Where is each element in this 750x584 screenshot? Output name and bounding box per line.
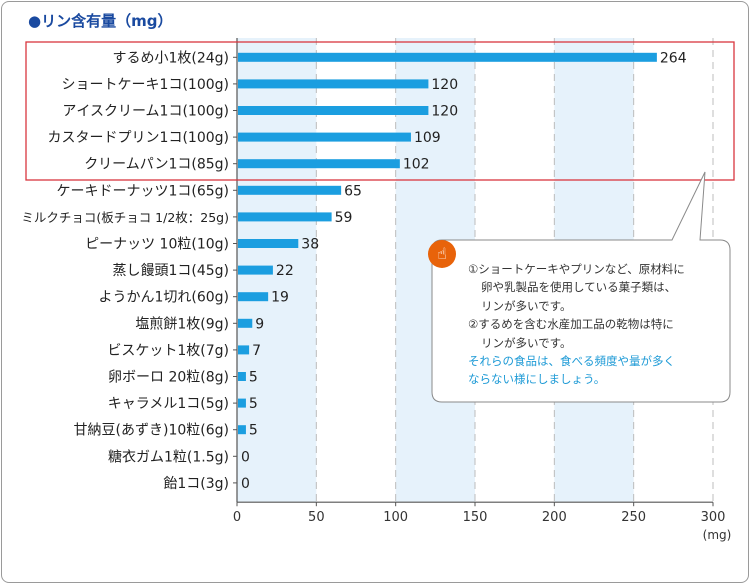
bar: [238, 425, 246, 435]
bar: [238, 212, 332, 222]
category-label: ピーナッツ 10粒(10g): [85, 237, 229, 253]
value-label: 38: [301, 237, 319, 253]
category-label: 塩煎餅1枚(9g): [135, 315, 229, 332]
bar: [238, 185, 342, 195]
value-label: 59: [335, 210, 353, 226]
note-line-5: リンが多いです。: [481, 335, 572, 350]
value-label: 19: [271, 290, 289, 306]
value-label: 7: [252, 343, 261, 359]
value-label: 0: [241, 449, 250, 465]
note-line-3: リンが多いです。: [481, 298, 572, 313]
value-label: 22: [276, 263, 294, 279]
x-tick-label: 300: [701, 510, 726, 525]
value-label: 120: [431, 77, 458, 93]
category-label: ビスケット1枚(7g): [107, 343, 229, 359]
bar: [238, 159, 400, 169]
x-tick-label: 200: [542, 510, 567, 525]
bar: [238, 132, 411, 142]
x-tick-label: 250: [621, 510, 646, 525]
bar: [238, 265, 273, 275]
value-label: 102: [403, 157, 430, 173]
value-label: 9: [255, 316, 264, 332]
x-tick-label: 150: [463, 510, 488, 525]
category-label: クリームパン1コ(85g): [84, 157, 229, 173]
value-label: 5: [249, 396, 258, 412]
category-label: 飴1コ(3g): [163, 475, 229, 492]
value-label: 5: [249, 423, 258, 439]
value-label: 5: [249, 370, 258, 386]
category-label: アイスクリーム1コ(100g): [62, 104, 229, 120]
category-label: キャラメル1コ(5g): [108, 396, 229, 412]
x-tick-label: 0: [233, 510, 241, 525]
x-tick-label: 100: [383, 510, 408, 525]
bar: [238, 318, 253, 328]
note-callout: ☝ ①ショートケーキやプリンなど、原材料に 卵や乳製品を使用している菓子類は、 …: [428, 240, 730, 402]
x-axis-label: (mg): [703, 528, 732, 542]
category-label: 卵ボーロ 20粒(8g): [108, 370, 229, 386]
value-label: 264: [660, 50, 687, 66]
category-label: 糖衣ガム1粒(1.5g): [108, 449, 229, 465]
highlight-box: [25, 41, 735, 181]
category-label: ケーキドーナッツ1コ(65g): [56, 183, 229, 199]
bar: [238, 398, 246, 408]
bar: [238, 239, 299, 248]
category-label: ようかん1切れ(60g): [98, 290, 229, 306]
category-label: ミルクチョコ(板チョコ 1/2枚：25g): [21, 210, 229, 225]
note-line-1: ①ショートケーキやプリンなど、原材料に: [468, 262, 685, 276]
value-label: 120: [431, 104, 458, 120]
x-tick-label: 50: [308, 510, 325, 525]
note-line-4: ②するめを含む水産加工品の乾物は特に: [468, 317, 674, 332]
category-label: カスタードプリン1コ(100g): [48, 130, 229, 146]
category-label: 蒸し饅頭1コ(45g): [112, 262, 229, 279]
bar: [238, 106, 429, 115]
bar: [238, 372, 246, 381]
note-text: ①ショートケーキやプリンなど、原材料に 卵や乳製品を使用している菓子類は、 リン…: [468, 260, 685, 389]
bar: [238, 345, 250, 355]
hand-pointing-icon: ☝: [428, 240, 456, 268]
bar: [238, 79, 429, 89]
category-label: するめ小1枚(24g): [112, 50, 229, 66]
note-line-6: それらの食品は、食べる頻度や量が多く: [468, 354, 675, 369]
category-label: ショートケーキ1コ(100g): [62, 77, 229, 93]
value-label: 109: [414, 130, 441, 146]
bar: [238, 292, 269, 302]
note-line-2: 卵や乳製品を使用している菓子類は、: [481, 280, 677, 295]
value-label: 0: [241, 476, 250, 492]
note-line-7: ならない様にしましょう。: [468, 372, 606, 387]
value-label: 65: [344, 183, 362, 199]
bar: [238, 52, 657, 62]
category-label: 甘納豆(あずき)10粒(6g): [74, 423, 229, 439]
chart-title: ●リン含有量（mg）: [28, 12, 173, 30]
